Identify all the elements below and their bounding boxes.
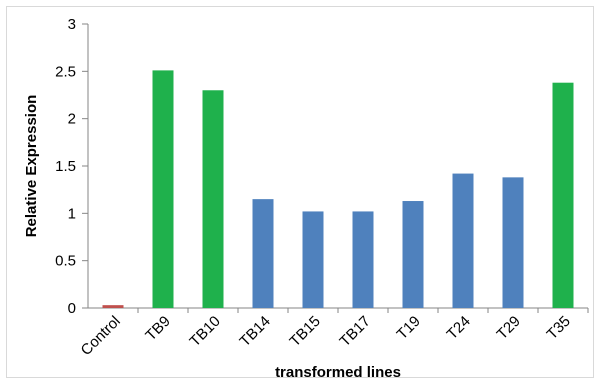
y-tick-label: 1 bbox=[68, 205, 76, 222]
bar-t24 bbox=[452, 173, 474, 308]
y-tick-label: 2 bbox=[68, 111, 76, 128]
bar-t29 bbox=[502, 177, 524, 308]
y-axis-title: Relative Expression bbox=[23, 95, 40, 238]
y-tick-label: 3 bbox=[68, 16, 76, 33]
bar-tb17 bbox=[352, 211, 374, 308]
x-tick-label: TB10 bbox=[186, 313, 223, 350]
x-tick-label: TB17 bbox=[336, 313, 373, 350]
bar-tb9 bbox=[152, 70, 174, 309]
x-axis-title: transformed lines bbox=[275, 364, 401, 381]
bar-tb15 bbox=[302, 211, 324, 308]
x-tick-label: T29 bbox=[494, 313, 524, 343]
bar-control bbox=[102, 305, 124, 308]
y-tick-label: 0 bbox=[68, 300, 76, 317]
y-tick-label: 2.5 bbox=[55, 63, 76, 80]
y-axis: 0 0.5 1 1.5 2 2.5 3 bbox=[55, 16, 89, 317]
x-axis: Control TB9 TB10 TB14 TB15 TB17 T19 T24 T29 T35 bbox=[78, 307, 589, 359]
x-tick-label: Control bbox=[78, 313, 124, 359]
x-tick-label: T19 bbox=[394, 313, 424, 343]
chart-frame bbox=[6, 6, 594, 378]
x-tick-label: TB14 bbox=[236, 313, 273, 350]
x-tick-label: TB9 bbox=[142, 313, 173, 344]
x-tick-label: TB15 bbox=[286, 313, 323, 350]
bars bbox=[102, 70, 574, 309]
bar-tb14 bbox=[252, 199, 274, 308]
bar-tb10 bbox=[202, 90, 224, 309]
y-tick-label: 0.5 bbox=[55, 253, 76, 270]
x-tick-label: T35 bbox=[544, 313, 574, 343]
y-tick-label: 1.5 bbox=[55, 158, 76, 175]
x-tick-label: T24 bbox=[444, 313, 474, 343]
bar-t35 bbox=[552, 82, 574, 309]
bar-t19 bbox=[402, 201, 424, 308]
